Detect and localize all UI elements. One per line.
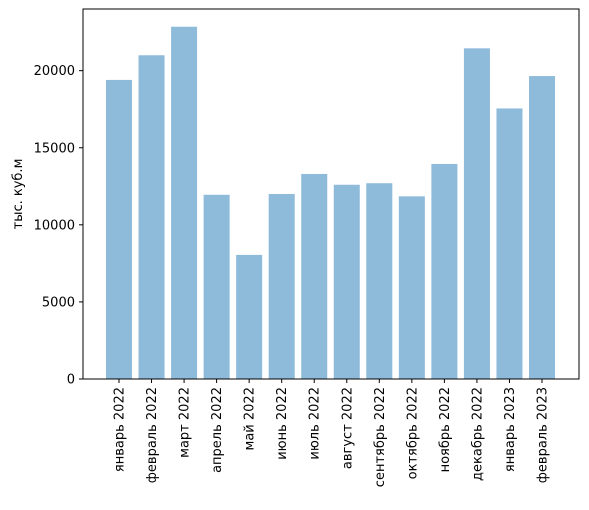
x-tick-label-0: январь 2022 bbox=[113, 387, 128, 472]
bar-0 bbox=[105, 79, 133, 380]
bars-layer bbox=[105, 26, 556, 380]
axes-layer bbox=[79, 8, 580, 383]
y-tick-label-0: 0 bbox=[67, 373, 75, 388]
x-tick-label-11: декабрь 2022 bbox=[470, 387, 485, 481]
x-tick-label-8: сентябрь 2022 bbox=[373, 387, 388, 487]
bar-6 bbox=[301, 173, 328, 379]
bar-13 bbox=[528, 76, 556, 379]
x-tick-label-1: февраль 2022 bbox=[145, 387, 160, 483]
bar-11 bbox=[463, 48, 490, 380]
x-tick-label-4: май 2022 bbox=[243, 387, 258, 450]
labels-layer: 0 5000 10000 15000 20000 январь 2022 февраль 2… bbox=[11, 64, 551, 487]
x-tick-label-5: июнь 2022 bbox=[275, 387, 290, 460]
x-tick-label-7: август 2022 bbox=[340, 387, 355, 469]
plot-frame bbox=[82, 8, 580, 380]
bar-12 bbox=[496, 108, 523, 379]
y-tick-label-4: 20000 bbox=[34, 64, 75, 79]
x-tick-label-3: апрель 2022 bbox=[210, 387, 225, 473]
x-tick-label-10: ноябрь 2022 bbox=[438, 387, 453, 472]
bar-1 bbox=[138, 55, 165, 379]
x-tick-label-12: январь 2023 bbox=[503, 387, 518, 472]
x-tick-label-6: июль 2022 bbox=[308, 387, 323, 460]
y-axis-label: тыс. куб.м bbox=[11, 159, 26, 230]
bar-10 bbox=[431, 163, 458, 379]
bar-3 bbox=[203, 194, 230, 379]
bar-9 bbox=[398, 196, 425, 379]
x-tick-label-2: март 2022 bbox=[178, 387, 193, 458]
x-tick-label-9: октябрь 2022 bbox=[405, 387, 420, 479]
bar-4 bbox=[236, 254, 263, 379]
bar-2 bbox=[171, 26, 198, 379]
bar-7 bbox=[333, 184, 360, 379]
y-tick-label-2: 10000 bbox=[34, 218, 75, 233]
y-tick-label-3: 15000 bbox=[34, 141, 75, 156]
y-tick-label-1: 5000 bbox=[42, 295, 75, 310]
x-tick-label-13: февраль 2023 bbox=[536, 387, 551, 483]
bar-8 bbox=[366, 183, 393, 379]
bar-5 bbox=[268, 194, 295, 379]
